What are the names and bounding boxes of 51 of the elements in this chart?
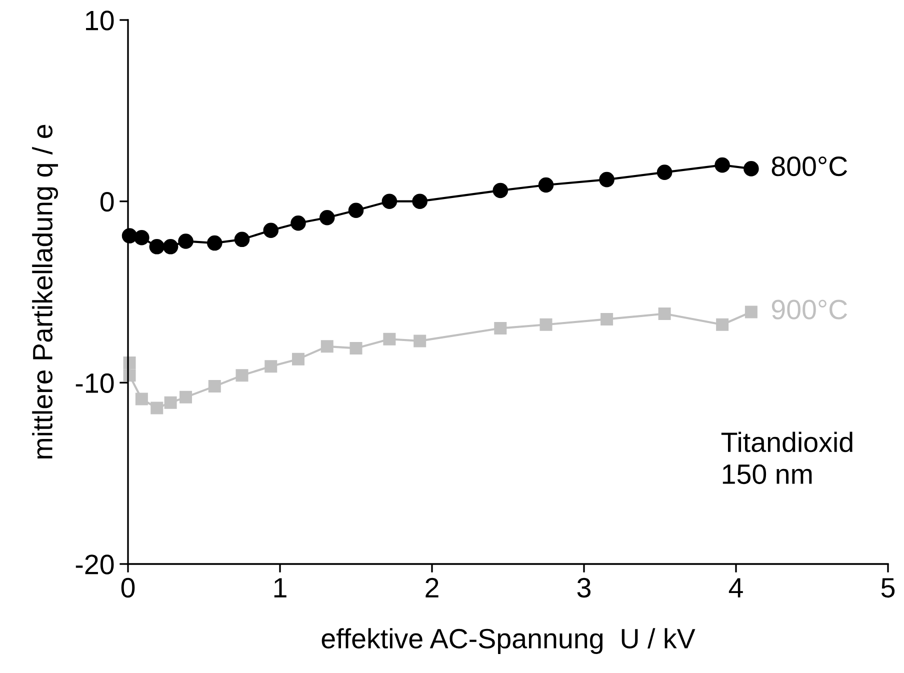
point [538,177,554,193]
point [263,222,279,238]
y-axis-title: mittlere Partikelladung q / e [32,124,58,458]
point [164,396,177,409]
point [599,172,614,188]
point [319,210,335,226]
point [135,392,148,406]
point [656,164,672,180]
point [494,322,507,335]
point [348,202,364,218]
point [350,342,362,354]
point [383,332,396,346]
x-tick-label: 5 [881,578,895,598]
x-tick-label: 0 [121,578,135,598]
point [149,239,165,254]
y-tick-label: 0 [100,192,114,212]
point [150,402,164,414]
point [658,308,671,320]
point [134,230,150,246]
point [290,215,306,231]
point [180,390,192,404]
x-tick-label: 2 [426,578,438,598]
point [744,306,758,318]
y-tick-label: -20 [76,554,114,574]
point [412,194,428,209]
point [162,239,178,254]
point [178,234,194,249]
point [382,194,398,209]
y-tick-label: 10 [86,10,114,30]
point [320,340,334,353]
point [207,235,222,251]
point [716,318,729,331]
point [492,182,508,198]
point [714,157,730,173]
point [600,312,614,326]
point [234,232,250,248]
series-label: 800°C [772,156,848,176]
x-tick-label: 1 [274,578,286,598]
point [414,334,426,348]
x-tick-label: 4 [728,578,743,598]
y-tick-label: -10 [76,373,114,394]
series-label: 900°C [772,300,848,320]
x-tick-label: 3 [577,578,591,598]
point [540,318,552,331]
point [264,360,278,373]
point [236,369,248,382]
point [208,380,221,393]
annotation: Titandioxid 150 nm [721,432,852,484]
x-axis-title: effektive AC-Spannung U / kV [322,628,696,654]
point [744,161,759,176]
point [292,352,304,366]
